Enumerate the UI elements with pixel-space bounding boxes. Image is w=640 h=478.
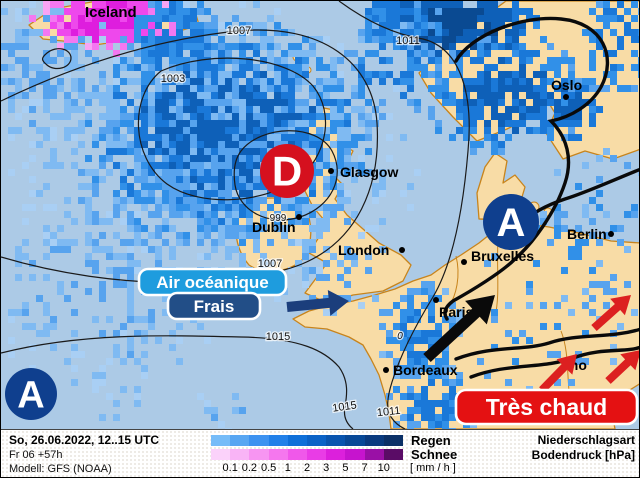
high-pressure-symbol-southwest: A [5,368,57,420]
svg-text:Très chaud: Très chaud [486,394,607,420]
rain-colorbar-segment [364,435,384,446]
city-label-bordeaux: Bordeaux [393,362,458,378]
low-pressure-symbol: D [260,144,314,198]
arrow-layer [286,290,639,393]
city-dot-dublin [296,214,302,220]
red-flow-arrow-2 [539,354,577,393]
rain-colorbar-segment [287,435,308,446]
black-flow-arrow [423,295,495,362]
isobar-label: 1007 [258,258,282,270]
annotation-pills: Air océanique Frais Très chaud [137,267,639,426]
city-dot-glasgow [328,168,334,174]
rain-label: Regen [411,433,451,448]
symbol-layer: D A A [5,144,539,420]
colorbar-tick-label: 0.2 [241,462,258,474]
svg-text:A: A [17,374,44,416]
colorbar-tick-label: 0.5 [260,462,277,474]
rain-colorbar-segment [268,435,288,446]
pressure-title: Bodendruck [hPa] [531,448,635,462]
map-area: 1007 1011 1003 999 1007 1015 1015 1011 0 Iceland O… [1,1,639,430]
snow-colorbar-segment [345,449,365,460]
isobar-label: 1007 [227,25,251,37]
snow-colorbar-segment [287,449,308,460]
isobar-label: 1015 [266,331,290,343]
svg-text:Frais: Frais [194,297,235,316]
svg-text:Air océanique: Air océanique [156,273,268,292]
city-dot-bordeaux [383,367,389,373]
isobar-label: 999 [270,213,287,224]
rain-colorbar-segment [249,435,269,446]
label-air-oceanique: Air océanique [137,267,288,297]
snow-colorbar-segment [326,449,346,460]
label-tres-chaud: Très chaud [454,388,639,426]
colorbar-tick-label: 3 [323,462,330,474]
isobar-label: 1011 [396,35,420,47]
label-frais: Frais [166,291,262,321]
snow-colorbar-segment [211,449,231,460]
city-dot-bruxelles [461,259,467,265]
red-flow-arrow-1 [591,295,631,331]
city-label-london: London [338,242,389,258]
snow-colorbar-segment [268,449,288,460]
weather-map: 1007 1011 1003 999 1007 1015 1015 1011 0 Iceland O… [1,1,639,430]
legend-right-titles: Niederschlagsart Bodendruck [hPa] [532,433,635,463]
rain-colorbar-segment [326,435,346,446]
colorbar-tick-label: 1 [284,462,291,474]
colorbar-tick-label: 2 [303,462,311,474]
high-pressure-symbol-main: A [483,194,539,250]
isobar-label: 1011 [376,405,401,419]
city-label-dublin: Dublin [252,219,296,235]
snow-colorbar [211,449,404,460]
rain-colorbar-segment [345,435,365,446]
isobar-label: 0 [397,331,403,342]
region-label-iceland: Iceland [85,4,137,21]
city-dot-london [399,247,405,253]
rain-colorbar [211,435,404,446]
svg-text:A: A [497,201,526,245]
city-dot-paris [433,297,439,303]
rain-colorbar-segment [211,435,231,446]
precip-type-title: Niederschlagsart [537,433,635,447]
colorbar-tick-label: 0.1 [222,462,238,474]
blue-flow-arrow [286,290,349,316]
city-label-glasgow: Glasgow [340,164,398,180]
snow-colorbar-segment [249,449,269,460]
colorbar-tick-label: 7 [361,462,368,474]
city-label-bruxelles: Bruxelles [471,248,534,264]
snow-colorbar-segment [364,449,384,460]
isobar-label: 1003 [161,73,185,85]
snow-colorbar-segment [307,449,327,460]
model-name-text: Modell: GFS (NOAA) [9,463,112,475]
valid-time-text: So, 26.06.2022, 12..15 UTC [9,433,160,447]
legend-bar: So, 26.06.2022, 12..15 UTC Fr 06 +57h Mo… [1,429,639,477]
snow-label: Schnee [411,447,458,462]
city-dot-berlin [608,231,614,237]
red-flow-arrow-3 [605,350,639,384]
snow-colorbar-segment [383,449,404,460]
city-dot-oslo [563,94,569,100]
city-label-berlin: Berlin [567,226,607,242]
snow-colorbar-segment [230,449,250,460]
city-label-oslo: Oslo [551,77,582,93]
colorbar-tick-label: 5 [342,462,349,474]
unit-label: [ mm / h ] [410,462,456,474]
contour-labels: 1007 1011 1003 999 1007 1015 1015 1011 0 [159,24,421,421]
rain-colorbar-segment [230,435,250,446]
rain-colorbar-segment [307,435,327,446]
svg-text:D: D [272,148,302,195]
isobar-label: 1015 [332,399,358,414]
colorbar-tick-label: 10 [377,462,390,474]
rain-colorbar-segment [383,435,404,446]
model-run-text: Fr 06 +57h [9,449,63,461]
